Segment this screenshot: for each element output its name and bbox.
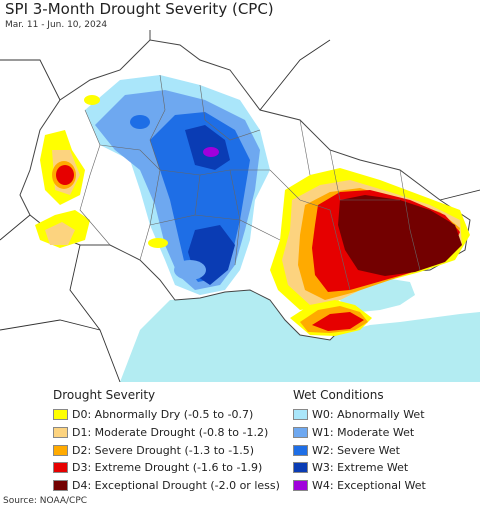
legend-label-w1: W1: Moderate Wet <box>312 426 415 440</box>
legend-label-d0: D0: Abnormally Dry (-0.5 to -0.7) <box>72 408 254 422</box>
legend-swatch-w1 <box>293 427 308 439</box>
legend-label-w4: W4: Exceptional Wet <box>312 479 426 493</box>
drought-legend-heading: Drought Severity <box>53 388 156 402</box>
legend-label-d1: D1: Moderate Drought (-0.8 to -1.2) <box>72 426 269 440</box>
legend-item-w4: W4: Exceptional Wet <box>293 477 426 495</box>
legend-item-w3: W3: Extreme Wet <box>293 459 426 477</box>
drought-legend: Drought Severity D0: Abnormally Dry (-0.… <box>53 388 280 494</box>
legend-swatch-d0 <box>53 409 68 421</box>
legend-item-d4: D4: Exceptional Drought (-2.0 or less) <box>53 477 280 495</box>
drought-map <box>0 30 480 382</box>
oblast-borders <box>79 74 421 291</box>
legend-swatch-w0 <box>293 409 308 421</box>
wet-legend: Wet Conditions W0: Abnormally Wet W1: Mo… <box>293 388 426 494</box>
data-source: Source: NOAA/CPC <box>3 496 88 506</box>
country-borders <box>0 30 480 382</box>
legend-swatch-w3 <box>293 462 308 474</box>
legend-item-w2: W2: Severe Wet <box>293 441 426 459</box>
legend-swatch-d2 <box>53 444 68 456</box>
legend-swatch-d3 <box>53 462 68 474</box>
legend-label-w0: W0: Abnormally Wet <box>312 408 425 422</box>
legend-item-w1: W1: Moderate Wet <box>293 424 426 442</box>
legend-label-w2: W2: Severe Wet <box>312 443 400 457</box>
wet-legend-heading: Wet Conditions <box>293 388 384 402</box>
western-drought-area <box>35 95 168 248</box>
legend-item-d2: D2: Severe Drought (-1.3 to -1.5) <box>53 441 280 459</box>
legend-item-d1: D1: Moderate Drought (-0.8 to -1.2) <box>53 424 280 442</box>
map-title: SPI 3-Month Drought Severity (CPC) <box>5 0 274 18</box>
legend-label-w3: W3: Extreme Wet <box>312 461 409 475</box>
legend-label-d3: D3: Extreme Drought (-1.6 to -1.9) <box>72 461 263 475</box>
legend-label-d2: D2: Severe Drought (-1.3 to -1.5) <box>72 443 255 457</box>
legend-swatch-d1 <box>53 427 68 439</box>
legend-item-d3: D3: Extreme Drought (-1.6 to -1.9) <box>53 459 280 477</box>
legend-item-d0: D0: Abnormally Dry (-0.5 to -0.7) <box>53 406 280 424</box>
black-sea <box>120 290 480 382</box>
legend-swatch-w4 <box>293 480 308 492</box>
eastern-drought-area <box>270 168 470 310</box>
legend-item-w0: W0: Abnormally Wet <box>293 406 426 424</box>
legend-swatch-d4 <box>53 480 68 492</box>
legend-label-d4: D4: Exceptional Drought (-2.0 or less) <box>72 479 280 493</box>
legend-swatch-w2 <box>293 444 308 456</box>
central-wet-area <box>85 75 270 295</box>
map-date-range: Mar. 11 - Jun. 10, 2024 <box>5 20 108 30</box>
crimea-drought-area <box>290 300 372 336</box>
